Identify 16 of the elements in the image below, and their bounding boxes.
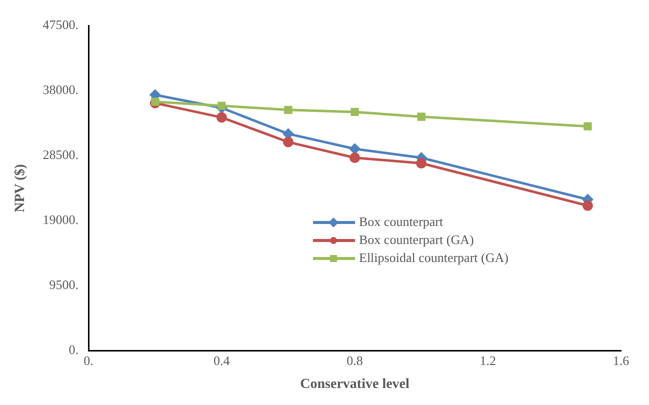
x-tick-label: 1.6 (612, 352, 630, 368)
x-tick-label: 0.4 (214, 352, 230, 368)
y-axis-title: NPV ($) (13, 164, 28, 212)
x-tick-label: 0.8 (346, 352, 363, 368)
y-tick-label: 9500. (49, 277, 79, 292)
x-tick-label: 0. (84, 352, 94, 368)
legend-label: Ellipsoidal counterpart (GA) (359, 249, 508, 267)
x-tick-label: 1.2 (480, 352, 496, 368)
y-tick-label: 47500. (42, 17, 79, 32)
y-tick-label: 38000. (42, 82, 79, 98)
legend-label: Box counterpart (GA) (359, 231, 474, 249)
y-tick-label: 28500. (42, 147, 79, 162)
x-axis-title: Conservative level (300, 377, 410, 392)
legend-label: Box counterpart (359, 213, 444, 231)
y-tick-label: 19000. (42, 212, 79, 228)
y-tick-label: 0. (68, 342, 79, 358)
